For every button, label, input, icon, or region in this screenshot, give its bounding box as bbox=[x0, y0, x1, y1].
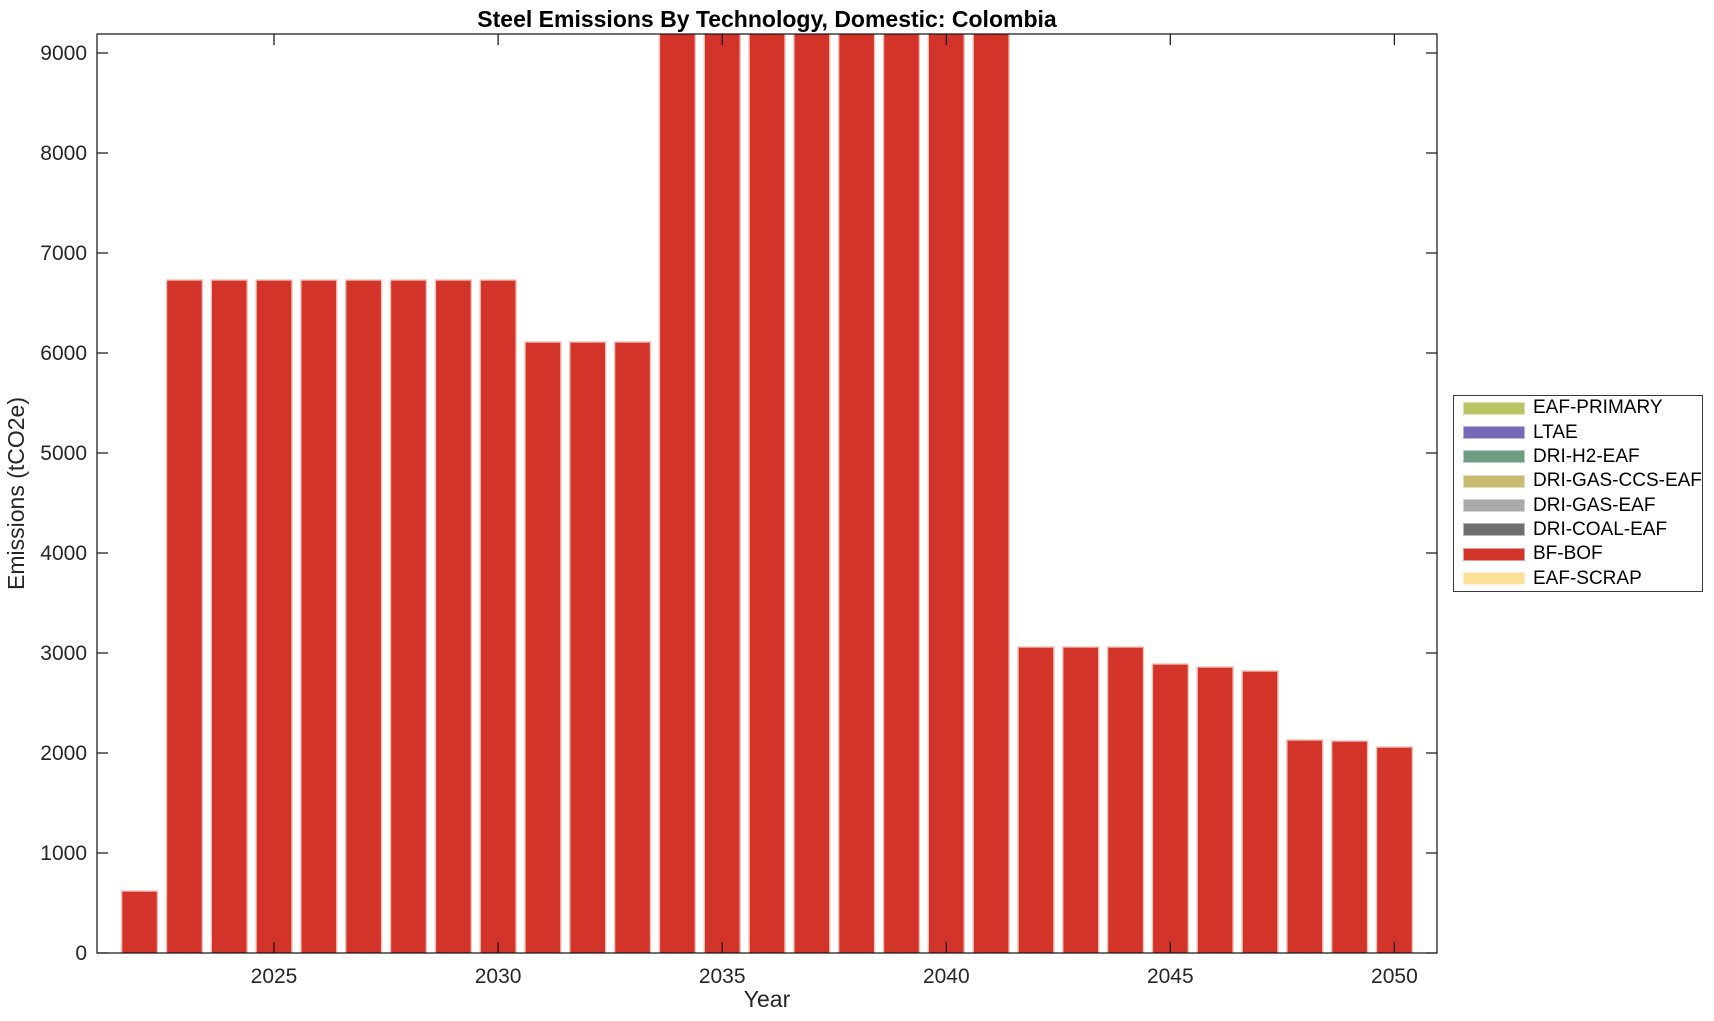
chart-title: Steel Emissions By Technology, Domestic:… bbox=[477, 6, 1057, 32]
axes-box bbox=[96, 33, 1438, 954]
bar-2036 bbox=[748, 34, 786, 953]
bar-2027 bbox=[345, 279, 383, 953]
y-axis-label: Emissions (tCO2e) bbox=[3, 397, 29, 590]
bar-2032 bbox=[569, 341, 607, 953]
bar-2022 bbox=[120, 890, 159, 953]
bar-2049 bbox=[1330, 740, 1369, 953]
bar-2033 bbox=[613, 341, 652, 953]
bar-2039 bbox=[882, 34, 921, 953]
legend-entry-eaf-primary: EAF-PRIMARY bbox=[1454, 396, 1702, 420]
legend-swatch-eaf-scrap bbox=[1463, 572, 1525, 586]
bar-2029 bbox=[434, 279, 472, 953]
legend-label: DRI-COAL-EAF bbox=[1533, 518, 1668, 540]
y-tick-label-0: 0 bbox=[75, 942, 87, 965]
y-tick-label-3000: 3000 bbox=[40, 642, 87, 665]
bar-2030 bbox=[479, 279, 517, 953]
y-tick-label-9000: 9000 bbox=[40, 42, 87, 65]
legend-entry-eaf-scrap: EAF-SCRAP bbox=[1454, 567, 1702, 591]
bar-2040 bbox=[927, 34, 965, 953]
bar-2023 bbox=[165, 279, 204, 953]
y-tick-label-1000: 1000 bbox=[40, 842, 87, 865]
legend-entry-dri-gas-ccs-eaf: DRI-GAS-CCS-EAF bbox=[1454, 469, 1702, 493]
bar-2042 bbox=[1017, 646, 1055, 953]
bar-2038 bbox=[838, 34, 876, 953]
legend-label: LTAE bbox=[1533, 421, 1578, 443]
x-tick-label-2045: 2045 bbox=[1147, 965, 1194, 988]
legend-swatch-eaf-primary bbox=[1463, 401, 1525, 415]
legend-entry-dri-coal-eaf: DRI-COAL-EAF bbox=[1454, 518, 1702, 542]
x-tick-label-2050: 2050 bbox=[1371, 965, 1418, 988]
bar-2047 bbox=[1241, 670, 1279, 953]
bars-group bbox=[120, 34, 1414, 953]
legend-swatch-dri-coal-eaf bbox=[1463, 523, 1525, 537]
legend-swatch-dri-h2-eaf bbox=[1463, 450, 1525, 464]
bar-2050 bbox=[1375, 746, 1414, 953]
bar-2048 bbox=[1286, 739, 1324, 953]
bar-2035 bbox=[703, 34, 741, 953]
y-tick-label-6000: 6000 bbox=[40, 342, 87, 365]
bar-2046 bbox=[1196, 666, 1234, 953]
x-tick-label-2030: 2030 bbox=[475, 965, 522, 988]
bar-2037 bbox=[793, 34, 831, 953]
x-tick-label-2025: 2025 bbox=[251, 965, 298, 988]
legend-entry-dri-h2-eaf: DRI-H2-EAF bbox=[1454, 445, 1702, 469]
legend-swatch-ltae bbox=[1463, 426, 1525, 440]
bar-2041 bbox=[972, 34, 1010, 953]
bar-2043 bbox=[1062, 646, 1100, 953]
y-tick-label-8000: 8000 bbox=[40, 142, 87, 165]
x-tick-label-2035: 2035 bbox=[699, 965, 746, 988]
legend-label: DRI-H2-EAF bbox=[1533, 445, 1640, 467]
y-tick-label-4000: 4000 bbox=[40, 542, 87, 565]
legend-label: EAF-PRIMARY bbox=[1533, 397, 1663, 419]
bar-2034 bbox=[658, 34, 697, 953]
bar-2026 bbox=[300, 279, 338, 953]
x-tick-label-2040: 2040 bbox=[923, 965, 970, 988]
y-tick-label-5000: 5000 bbox=[40, 442, 87, 465]
legend-entry-bf-bof: BF-BOF bbox=[1454, 542, 1702, 566]
y-tick-label-7000: 7000 bbox=[40, 242, 87, 265]
bar-2045 bbox=[1151, 663, 1190, 953]
x-axis-label: Year bbox=[744, 986, 791, 1012]
bar-2024 bbox=[210, 279, 248, 953]
legend-label: EAF-SCRAP bbox=[1533, 567, 1642, 589]
legend-swatch-dri-gas-eaf bbox=[1463, 499, 1525, 513]
bar-2044 bbox=[1106, 646, 1145, 953]
y-tick-label-2000: 2000 bbox=[40, 742, 87, 765]
legend-label: BF-BOF bbox=[1533, 543, 1603, 565]
legend-entry-dri-gas-eaf: DRI-GAS-EAF bbox=[1454, 494, 1702, 518]
bar-2025 bbox=[255, 279, 293, 953]
legend-swatch-bf-bof bbox=[1463, 547, 1525, 561]
legend-label: DRI-GAS-CCS-EAF bbox=[1533, 470, 1702, 492]
bar-2031 bbox=[524, 341, 562, 953]
legend-entry-ltae: LTAE bbox=[1454, 421, 1702, 445]
bar-2028 bbox=[389, 279, 428, 953]
chart-legend: EAF-PRIMARY LTAE DRI-H2-EAF DRI-GAS-CCS-EAF… bbox=[1453, 395, 1703, 592]
legend-label: DRI-GAS-EAF bbox=[1533, 494, 1656, 516]
legend-swatch-dri-gas-ccs-eaf bbox=[1463, 474, 1525, 488]
